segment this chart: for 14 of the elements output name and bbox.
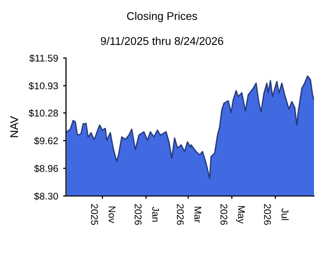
chart-title: Closing Prices: [127, 12, 198, 22]
y-tick-label: $11.59: [29, 54, 58, 62]
x-tick-label: Nov 2025: [91, 204, 116, 225]
x-tick-label: Jan 2026: [134, 204, 159, 225]
x-tick-label: May 2026: [220, 204, 245, 225]
y-tick-label: $10.28: [28, 109, 58, 118]
y-tick-label: $8.30: [34, 192, 58, 200]
y-axis-title: NAV: [10, 116, 18, 138]
y-tick-label: $8.96: [34, 164, 58, 173]
y-tick-label: $10.93: [28, 82, 58, 90]
y-tick-label: $9.62: [34, 136, 58, 145]
x-tick-label: Jul 2026: [264, 204, 289, 225]
chart-subtitle: 9/11/2025 thru 8/24/2026: [100, 36, 224, 45]
x-tick-label: Mar 2026: [176, 204, 202, 225]
